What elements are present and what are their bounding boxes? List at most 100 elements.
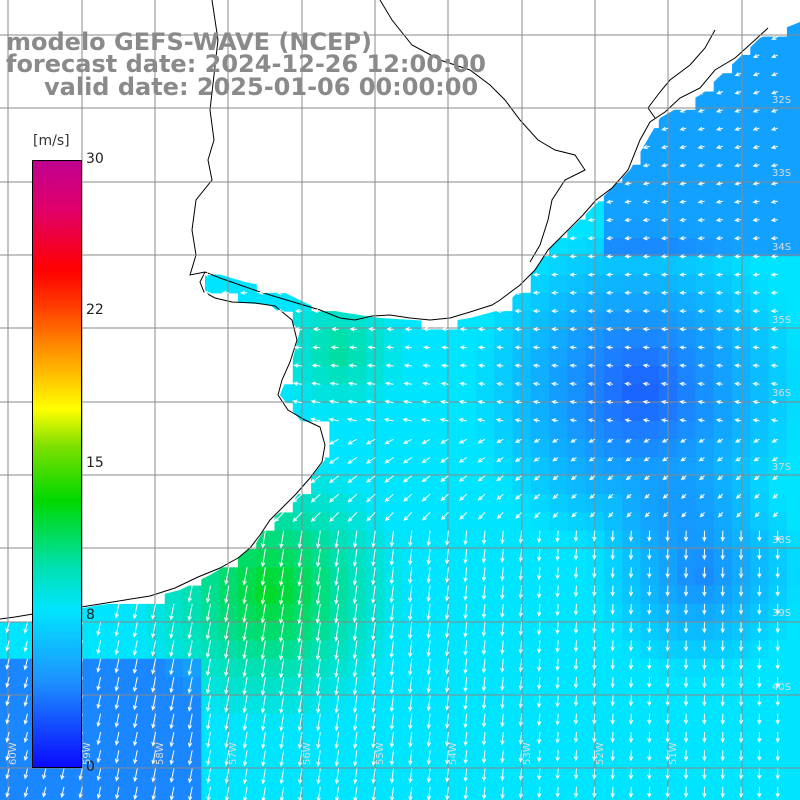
wind-arrow	[426, 750, 432, 766]
wind-cell	[256, 640, 276, 660]
wind-arrow	[720, 603, 725, 616]
wind-cell	[402, 786, 422, 800]
wind-arrow	[555, 695, 560, 708]
wind-arrow	[96, 640, 102, 655]
wind-cell	[91, 695, 111, 715]
wind-cell	[713, 292, 733, 312]
wind-arrow	[440, 438, 449, 444]
wind-arrow	[771, 53, 778, 58]
wind-arrow	[402, 417, 412, 422]
wind-cell	[109, 695, 129, 715]
wind-arrow	[697, 90, 705, 95]
wind-cell	[640, 384, 660, 404]
wind-arrow	[422, 345, 431, 350]
wind-arrow	[555, 731, 560, 744]
wind-cell	[439, 567, 459, 587]
wind-arrow	[757, 658, 762, 670]
wind-cell	[237, 750, 257, 770]
wind-arrow	[224, 640, 230, 659]
wind-arrow	[738, 695, 744, 707]
wind-cell	[549, 311, 568, 330]
wind-cell	[311, 677, 330, 696]
wind-cell	[567, 420, 587, 440]
wind-cell	[402, 475, 422, 495]
wind-cell	[786, 164, 800, 184]
wind-cell	[420, 750, 440, 770]
wind-arrow	[463, 695, 468, 711]
wind-cell	[347, 402, 367, 422]
wind-arrow	[752, 327, 760, 332]
wind-cell	[274, 292, 294, 312]
wind-cell	[457, 658, 477, 678]
wind-arrow	[697, 290, 705, 296]
wind-arrow	[518, 658, 523, 673]
wind-cell	[549, 402, 568, 422]
wind-arrow	[775, 786, 780, 799]
wind-arrow	[697, 217, 705, 223]
wind-cell	[402, 695, 422, 715]
wind-arrow	[481, 750, 487, 764]
wind-arrow	[715, 144, 723, 150]
wind-arrow	[573, 567, 579, 580]
wind-arrow	[570, 457, 577, 462]
wind-arrow	[573, 658, 579, 671]
wind-cell	[311, 494, 330, 513]
wind-arrow	[647, 658, 652, 670]
wind-arrow	[770, 272, 778, 277]
wind-arrow	[371, 768, 376, 785]
wind-arrow	[408, 731, 413, 748]
wind-cell	[622, 439, 642, 459]
wind-cell	[475, 311, 495, 330]
wind-arrow	[151, 603, 157, 620]
wind-arrow	[5, 676, 10, 689]
wind-cell	[457, 402, 477, 422]
wind-arrow	[665, 658, 670, 670]
wind-cell	[713, 128, 733, 147]
wind-arrow	[628, 695, 634, 707]
wind-cell	[750, 384, 770, 404]
wind-arrow	[187, 658, 193, 676]
wind-arrow	[132, 676, 138, 693]
wind-cell	[640, 457, 660, 477]
wind-arrow	[500, 640, 505, 655]
wind-cell	[475, 567, 495, 587]
wind-arrow	[771, 438, 778, 443]
wind-arrow	[224, 695, 230, 713]
wind-cell	[109, 786, 129, 800]
wind-cell	[347, 530, 367, 550]
wind-cell	[347, 640, 367, 660]
colorbar-tick-22: 22	[86, 302, 104, 318]
wind-arrow	[23, 640, 28, 653]
wind-arrow	[624, 327, 632, 332]
wind-arrow	[555, 530, 560, 543]
wind-arrow	[738, 585, 744, 597]
wind-arrow	[316, 786, 321, 800]
wind-cell	[256, 549, 276, 568]
wind-cell	[732, 256, 751, 276]
lon-label-51w: 51W	[668, 742, 679, 765]
wind-arrow	[770, 327, 778, 332]
wind-cell	[311, 347, 330, 367]
wind-cell	[274, 658, 294, 678]
wind-arrow	[592, 786, 597, 799]
wind-arrow	[536, 585, 542, 599]
wind-arrow	[349, 327, 357, 332]
wind-arrow	[679, 163, 687, 168]
wind-arrow	[279, 658, 285, 679]
wind-cell	[91, 677, 111, 696]
wind-arrow	[96, 658, 102, 673]
wind-cell	[732, 183, 751, 202]
wind-cell	[219, 585, 239, 605]
wind-arrow	[459, 512, 468, 520]
wind-arrow	[365, 438, 376, 445]
wind-arrow	[477, 345, 486, 350]
wind-cell	[713, 420, 733, 440]
wind-arrow	[626, 512, 632, 518]
wind-arrow	[279, 713, 285, 732]
wind-arrow	[96, 713, 102, 728]
wind-arrow	[610, 768, 615, 780]
wind-cell	[402, 420, 422, 440]
wind-arrow	[224, 622, 230, 641]
wind-cell	[439, 384, 459, 404]
